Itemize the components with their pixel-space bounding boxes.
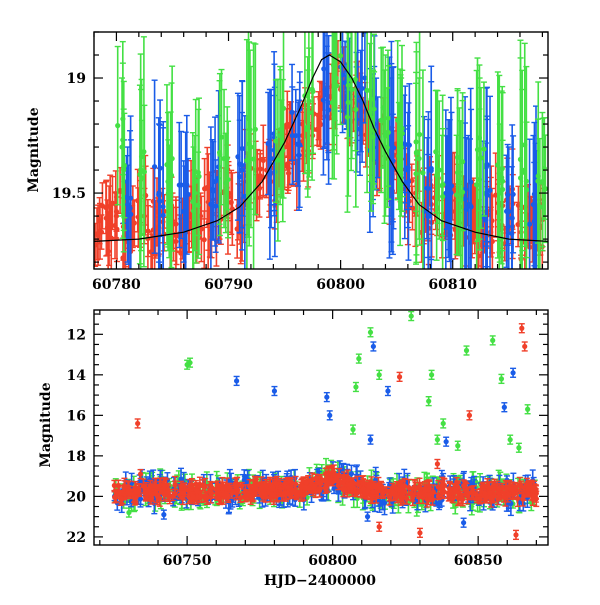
top-green-point (346, 83, 351, 88)
top-blue-point (504, 209, 509, 214)
top-green-point (244, 158, 249, 163)
top-green-point (460, 159, 465, 164)
top-green-point (386, 130, 391, 135)
top-red-point (261, 158, 266, 163)
top-green-point (217, 150, 222, 155)
top-green-point (332, 92, 337, 97)
top-x-tick-label: 60780 (92, 277, 141, 293)
top-green-point (474, 182, 479, 187)
top-green-point (309, 87, 314, 92)
top-blue-point (160, 204, 165, 209)
top-green-point (420, 170, 425, 175)
top-green-point (518, 175, 523, 180)
top-blue-point (321, 66, 326, 71)
top-green-point (500, 179, 505, 184)
top-green-point (414, 151, 419, 156)
top-green-point (247, 127, 252, 132)
top-blue-point (426, 214, 431, 219)
top-green-point (475, 147, 480, 152)
top-green-point (138, 167, 143, 172)
top-green-point (497, 171, 502, 176)
top-green-point (305, 127, 310, 132)
top-green-point (433, 149, 438, 154)
top-red-point (112, 223, 117, 228)
top-x-tick-label: 60800 (316, 277, 365, 293)
bottom-clipped-marks (111, 312, 539, 540)
top-panel: 60780 60790 60800 60810 19 19.5 Magnitude (26, 0, 548, 316)
top-red-point (317, 119, 322, 124)
top-blue-point (483, 218, 488, 223)
top-green-point (371, 106, 376, 111)
top-y-tick-label: 19.5 (52, 186, 86, 202)
top-green-point (481, 146, 486, 151)
top-green-point (543, 186, 548, 191)
bottom-blue-filler-point (437, 500, 442, 505)
top-green-point (540, 180, 545, 185)
top-green-point (434, 173, 439, 178)
top-blue-point (532, 219, 537, 224)
top-red-point (103, 205, 108, 210)
top-green-point (524, 179, 529, 184)
top-blue-point (179, 182, 184, 187)
top-green-point (141, 149, 146, 154)
top-y-axis-title: Magnitude (26, 107, 42, 192)
top-green-point (536, 173, 541, 178)
top-blue-point (267, 172, 272, 177)
top-green-point (455, 155, 460, 160)
top-blue-point (126, 212, 131, 217)
top-blue-point (509, 231, 514, 236)
top-green-point (478, 155, 483, 160)
top-green-point (225, 156, 230, 161)
top-blue-point (357, 126, 362, 131)
bottom-blue-filler-point (382, 500, 387, 505)
top-x-tick-label: 60810 (428, 277, 477, 293)
top-red-point (202, 237, 207, 242)
top-blue-point (213, 203, 218, 208)
top-red-point (284, 125, 289, 130)
top-blue-point (152, 164, 157, 169)
top-blue-point (297, 142, 302, 147)
top-green-point (196, 174, 201, 179)
bottom-panel-marks (111, 312, 539, 540)
top-green-point (345, 115, 350, 120)
top-blue-point (487, 188, 492, 193)
top-green-point (338, 53, 343, 58)
top-blue-point (240, 146, 245, 151)
top-green-point (168, 190, 173, 195)
top-blue-point (406, 179, 411, 184)
top-red-point (229, 200, 234, 205)
top-green-point (454, 192, 459, 197)
top-blue-point (389, 139, 394, 144)
top-green-point (121, 164, 126, 169)
top-blue-point (446, 182, 451, 187)
top-blue-point (425, 186, 430, 191)
top-blue-point (184, 182, 189, 187)
top-green-point (440, 194, 445, 199)
top-green-point (368, 97, 373, 102)
top-green-point (190, 199, 195, 204)
top-y-tick-label: 19 (67, 71, 86, 87)
bottom-blue-filler-point (349, 471, 354, 476)
top-green-point (253, 127, 258, 132)
top-blue-point (237, 161, 242, 166)
top-blue-point (429, 166, 434, 171)
top-green-point (398, 127, 403, 132)
top-green-point (395, 118, 400, 123)
top-blue-point (289, 110, 294, 115)
top-blue-point (157, 199, 162, 204)
top-blue-point (208, 202, 213, 207)
top-green-point (365, 88, 370, 93)
top-green-point (169, 173, 174, 178)
top-green-point (115, 123, 120, 128)
top-green-point (379, 118, 384, 123)
top-green-point (120, 116, 125, 121)
top-x-tick-label: 60790 (204, 277, 253, 293)
top-blue-point (527, 222, 532, 227)
top-blue-point (468, 180, 473, 185)
top-green-point (193, 179, 198, 184)
top-green-point (417, 132, 422, 137)
